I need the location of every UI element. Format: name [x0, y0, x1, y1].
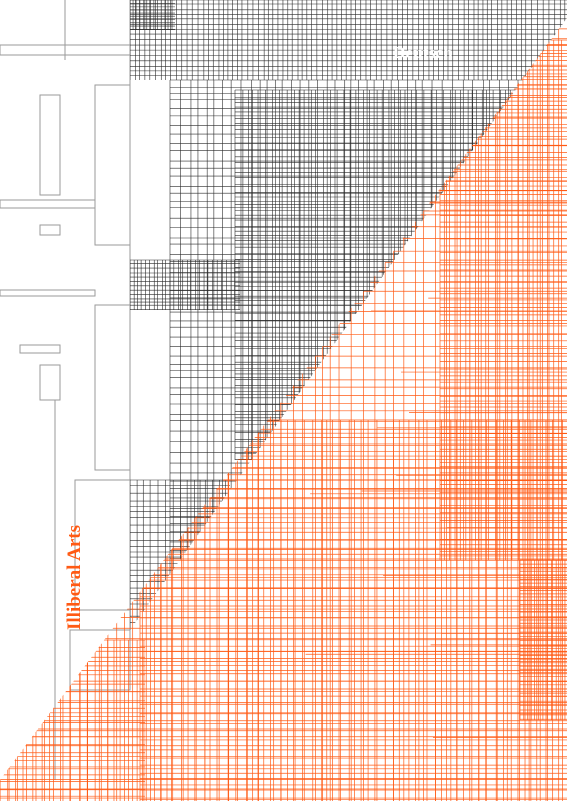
language-label[interactable]: Deutsch [393, 43, 453, 62]
outline-rect [0, 289, 96, 297]
outline-rect [39, 364, 61, 401]
outline-rect [94, 304, 131, 471]
outline-rect [39, 224, 61, 236]
outline-rect [19, 344, 61, 354]
dark-grid [130, 0, 567, 630]
outline-rect [94, 84, 131, 246]
outline-rect [0, 199, 96, 209]
outline-rect [69, 629, 131, 691]
orange-grid [0, 18, 567, 801]
outline-rect [39, 94, 61, 196]
poster-title: Illiberal Arts [64, 524, 85, 630]
outline-structure [0, 0, 131, 780]
